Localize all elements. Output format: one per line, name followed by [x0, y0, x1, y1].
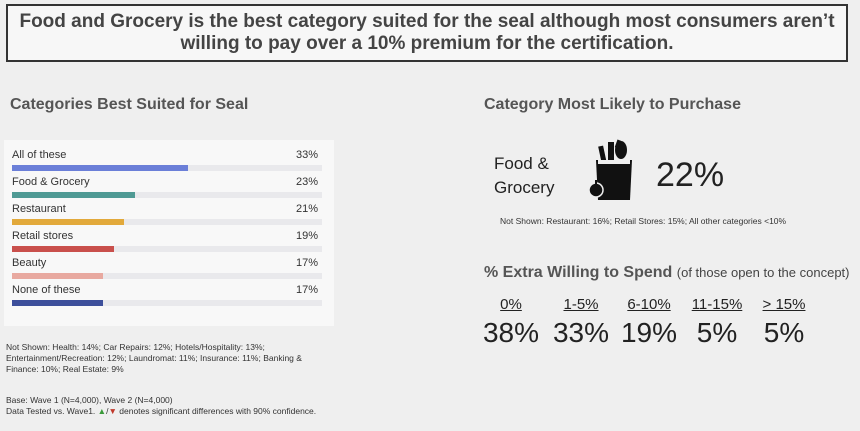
bar-row: Beauty 17% — [12, 257, 324, 284]
category-line-1: Food & — [494, 154, 549, 173]
headline-box: Food and Grocery is the best category su… — [6, 4, 848, 62]
extra-spend-value: 5% — [763, 317, 805, 348]
bar — [12, 219, 125, 225]
categories-bar-chart: All of these 33% Food & Grocery 23% Restaura… — [4, 140, 334, 326]
extra-spend-range-label: 0% — [500, 296, 522, 313]
category-line-2: Grocery — [494, 178, 555, 197]
bar-category-label: Food & Grocery — [12, 176, 90, 188]
bar-value-label: 17% — [295, 284, 318, 296]
bar-category-label: Retail stores — [12, 230, 74, 242]
extra-spend-column: 1-5% 33% — [546, 296, 616, 349]
left-not-shown-note: Not Shown: Health: 14%; Car Repairs: 12%… — [6, 342, 302, 374]
extra-spend-title-text: % Extra Willing to Spend — [484, 264, 673, 281]
bar — [12, 246, 114, 252]
bar-category-label: None of these — [12, 284, 81, 296]
bar-track — [12, 300, 322, 306]
grocery-bag-icon — [588, 139, 632, 200]
extra-spend-range-label: 11-15% — [691, 296, 743, 313]
bar-track — [12, 246, 322, 252]
extra-spend-value: 5% — [696, 317, 738, 348]
significance-suffix: denotes significant differences with 90%… — [119, 406, 317, 416]
base-note: Base: Wave 1 (N=4,000), Wave 2 (N=4,000)… — [6, 395, 386, 417]
bar-track — [12, 192, 322, 198]
bar-category-label: All of these — [12, 149, 67, 161]
bar-track — [12, 219, 322, 225]
slash: / — [106, 406, 109, 416]
bar-value-label: 33% — [295, 149, 318, 161]
headline: Food and Grocery is the best category su… — [19, 11, 835, 54]
right-section-title: Category Most Likely to Purchase — [484, 96, 741, 113]
left-section-title: Categories Best Suited for Seal — [10, 96, 249, 113]
extra-spend-title: % Extra Willing to Spend (of those open … — [484, 264, 850, 282]
extra-spend-column: 0% 38% — [476, 296, 546, 349]
extra-spend-column: > 15% 5% — [749, 296, 819, 349]
bar — [12, 273, 103, 279]
bar-value-label: 23% — [295, 176, 318, 188]
bar-value-label: 17% — [295, 257, 318, 269]
extra-spend-column: 11-15% 5% — [682, 296, 752, 349]
right-not-shown-note: Not Shown: Restaurant: 16%; Retail Store… — [500, 216, 787, 226]
bar-value-label: 19% — [295, 230, 318, 242]
bar-category-label: Restaurant — [12, 203, 66, 215]
bar — [12, 192, 135, 198]
extra-spend-value: 33% — [552, 317, 610, 348]
extra-spend-subtitle: (of those open to the concept) — [676, 265, 850, 280]
up-triangle-icon: ▲ — [97, 406, 107, 416]
extra-spend-column: 6-10% 19% — [614, 296, 684, 349]
bar-row: Retail stores 19% — [12, 230, 324, 257]
extra-spend-value: 38% — [482, 317, 540, 348]
significance-prefix: Data Tested vs. Wave1. — [6, 406, 96, 416]
bar-row: All of these 33% — [12, 149, 324, 176]
bar — [12, 300, 103, 306]
bar-row: Restaurant 21% — [12, 203, 324, 230]
extra-spend-range-label: > 15% — [762, 296, 806, 313]
bar-row: Food & Grocery 23% — [12, 176, 324, 203]
base-line: Base: Wave 1 (N=4,000), Wave 2 (N=4,000) — [6, 395, 173, 405]
bar-category-label: Beauty — [12, 257, 47, 269]
bar-track — [12, 165, 322, 171]
down-triangle-icon: ▼ — [108, 406, 117, 416]
extra-spend-value: 19% — [620, 317, 678, 348]
bar-value-label: 21% — [295, 203, 318, 215]
bar-row: None of these 17% — [12, 284, 324, 311]
most-likely-value: 22% — [656, 156, 725, 194]
bar-track — [12, 273, 322, 279]
extra-spend-range-label: 1-5% — [563, 296, 599, 313]
significance-line: Data Tested vs. Wave1. ▲/▼ denotes signi… — [6, 406, 386, 417]
most-likely-category: Food & Grocery — [494, 152, 554, 200]
bar — [12, 165, 189, 171]
extra-spend-range-label: 6-10% — [627, 296, 671, 313]
